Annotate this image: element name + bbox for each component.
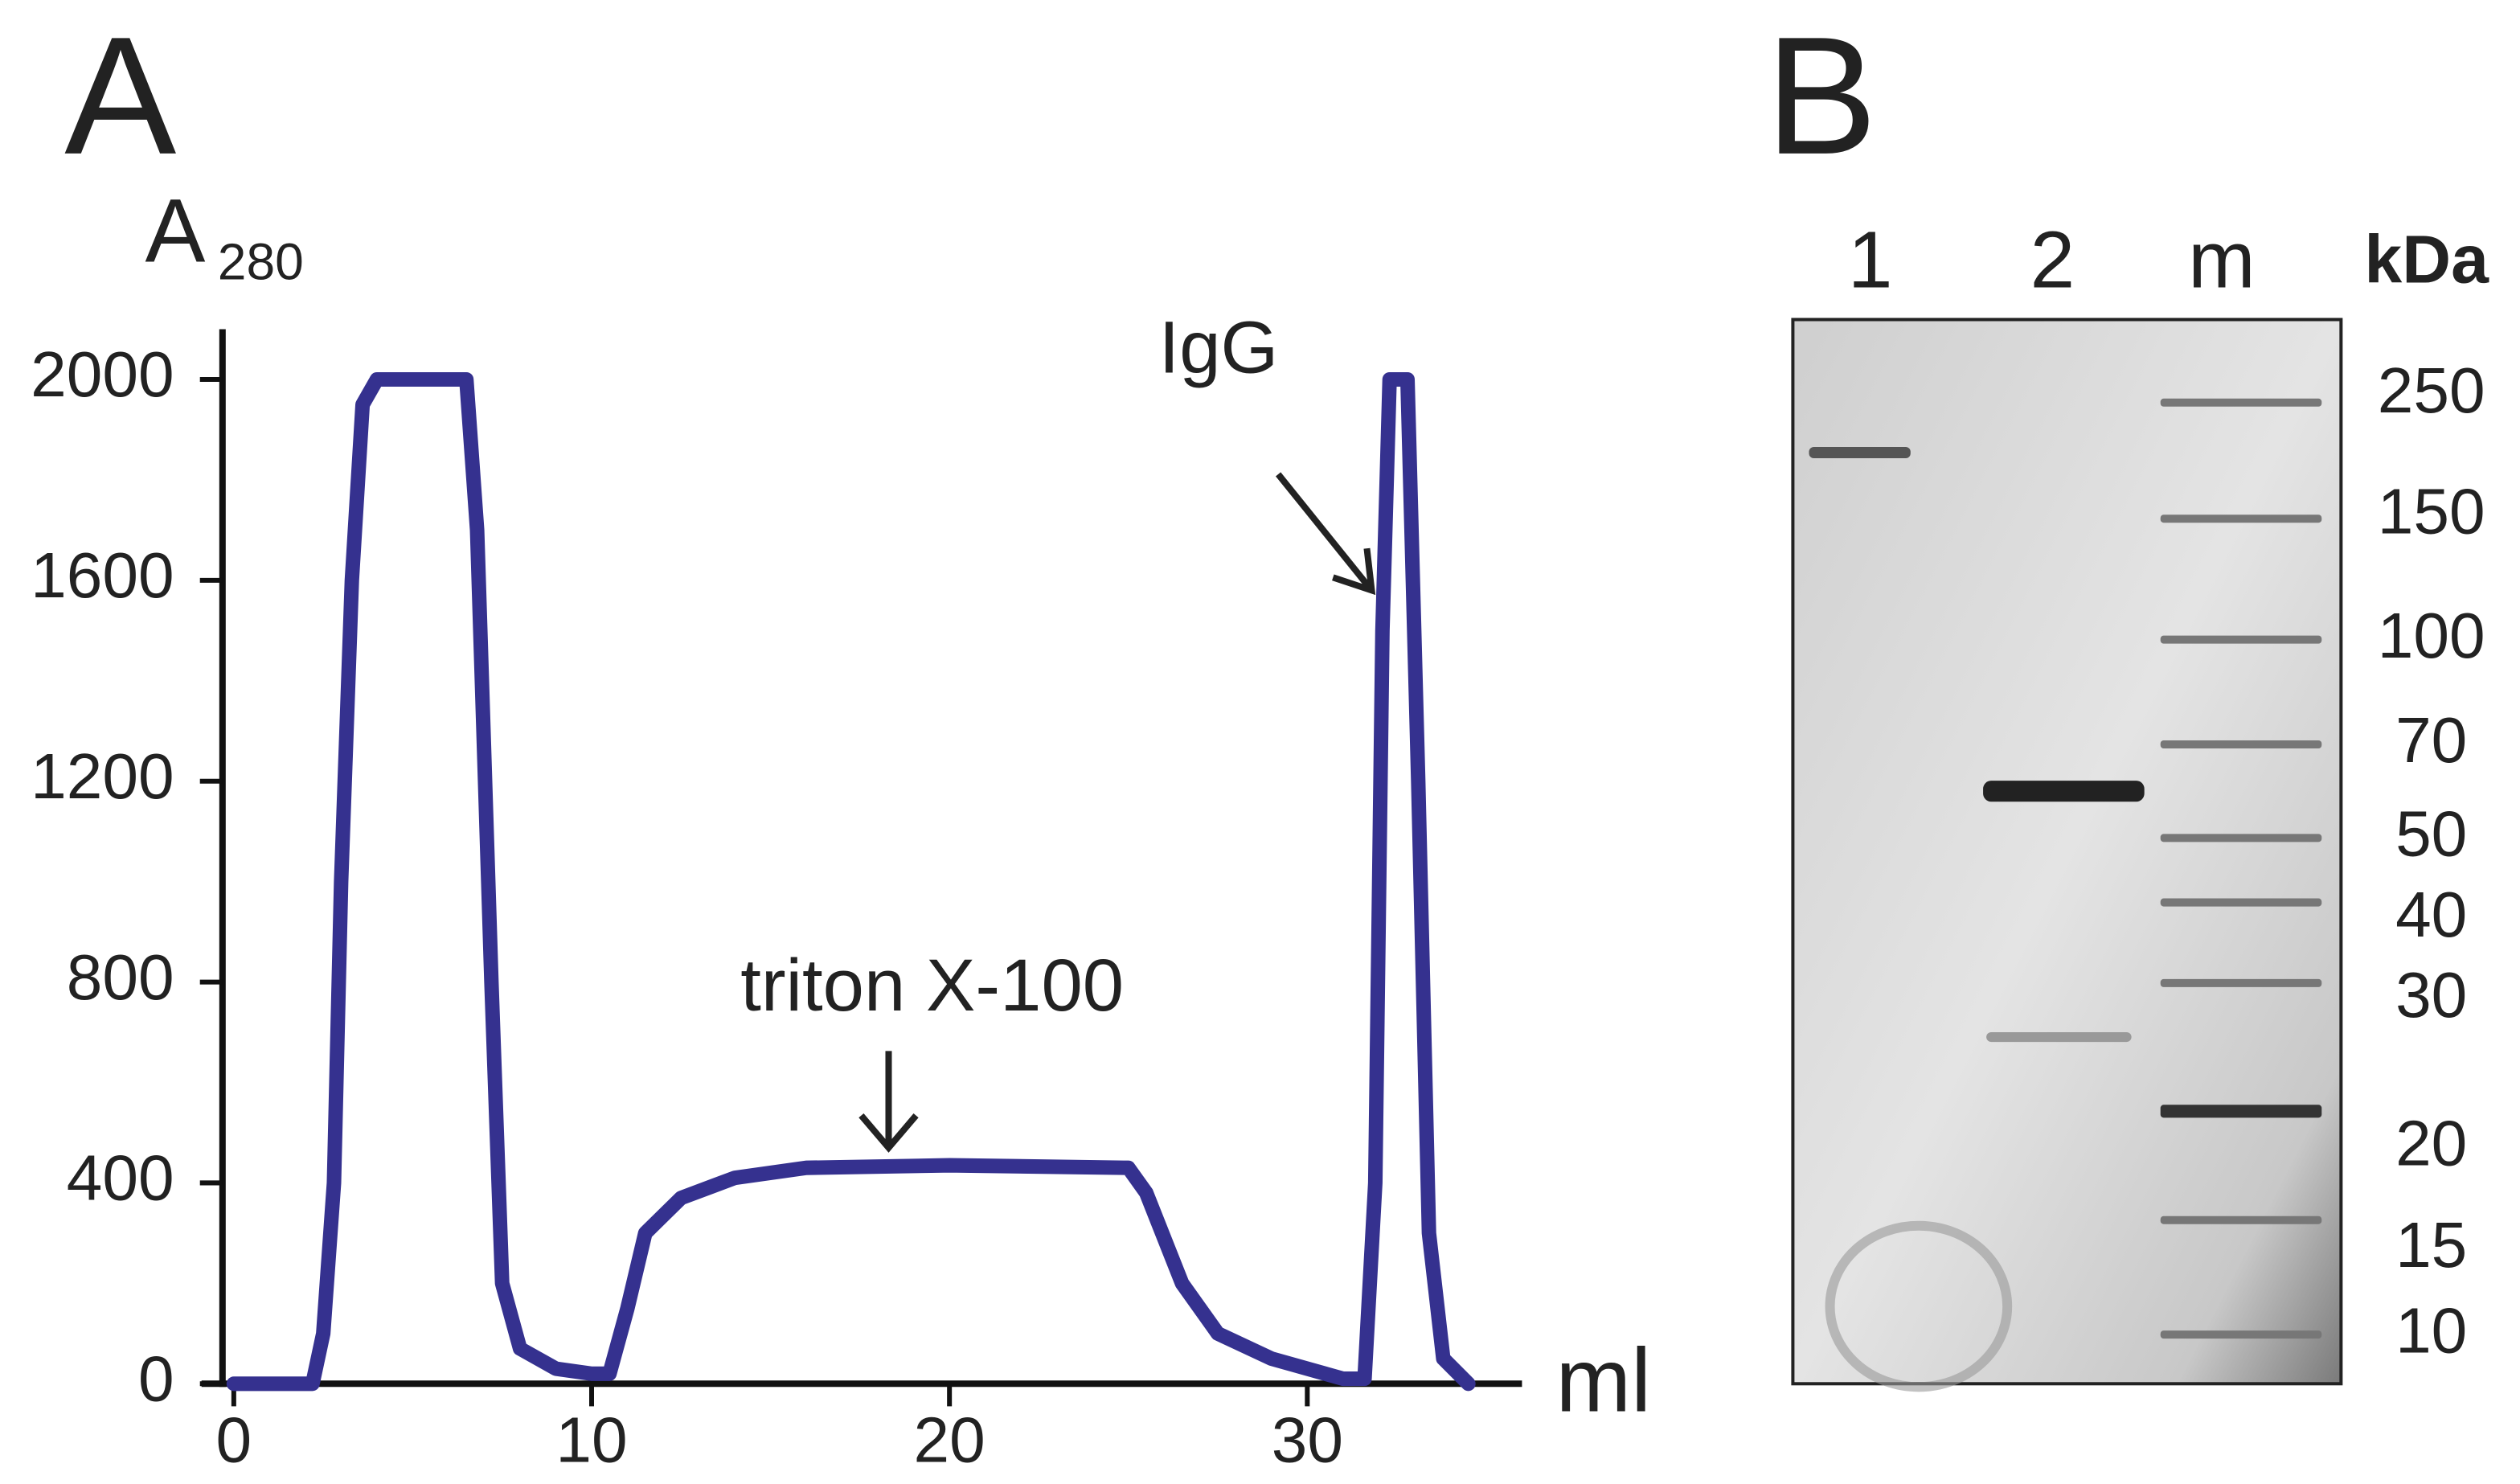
x-tick-label: 0	[216, 1404, 252, 1477]
y-tick-label: 0	[138, 1343, 174, 1415]
marker-band	[2160, 398, 2322, 407]
marker-label: 30	[2395, 959, 2467, 1031]
lane-label: 1	[1848, 215, 1893, 305]
lane-label: 2	[2030, 215, 2075, 305]
marker-band	[2160, 1105, 2322, 1118]
marker-band	[2160, 898, 2322, 907]
panel-label: A	[64, 2, 176, 190]
y-tick-label: 1200	[31, 740, 174, 813]
x-tick-label: 20	[914, 1404, 985, 1477]
unit-label: kDa	[2364, 221, 2489, 297]
x-axis-label: ml	[1556, 1329, 1652, 1430]
lane-label: m	[2188, 215, 2256, 305]
annotation-arrow	[858, 1051, 919, 1153]
gel-band	[1983, 781, 2145, 802]
y-axis-label: A	[145, 179, 206, 281]
gel-band	[1986, 1032, 2132, 1043]
marker-band	[2160, 978, 2322, 987]
marker-label: 10	[2395, 1294, 2467, 1367]
y-tick-label: 800	[67, 941, 174, 1014]
marker-label: 40	[2395, 879, 2467, 951]
panel-label: B	[1765, 2, 1877, 190]
marker-label: 150	[2378, 475, 2485, 547]
y-tick-label: 400	[67, 1142, 174, 1215]
marker-label: 50	[2395, 798, 2467, 871]
marker-label: 250	[2378, 355, 2485, 427]
y-axis-label-sub: 280	[218, 232, 304, 290]
annotation-arrow	[1276, 472, 1376, 596]
y-tick-label: 1600	[31, 539, 174, 612]
marker-label: 15	[2395, 1209, 2467, 1281]
marker-label: 70	[2395, 704, 2467, 777]
marker-band	[2160, 635, 2322, 644]
gel-band	[1809, 446, 1911, 458]
marker-band	[2160, 1330, 2322, 1339]
marker-band	[2160, 1215, 2322, 1224]
marker-label: 20	[2395, 1108, 2467, 1180]
annotation: IgG	[1159, 305, 1279, 389]
marker-label: 100	[2378, 600, 2485, 672]
y-tick-label: 2000	[31, 338, 174, 411]
data-line	[226, 371, 1476, 1392]
x-tick-label: 10	[555, 1404, 627, 1477]
gel-panel: B 1 2 m kDa 250 150 100 70 50 40 30 20 15 10	[1765, 2, 2489, 1392]
marker-band	[2160, 834, 2322, 842]
annotation: triton X-100	[740, 943, 1124, 1027]
x-tick-label: 30	[1272, 1404, 1343, 1477]
marker-band	[2160, 740, 2322, 749]
marker-band	[2160, 514, 2322, 523]
gel-artifact	[1825, 1220, 2013, 1392]
gel-image	[1791, 318, 2343, 1386]
